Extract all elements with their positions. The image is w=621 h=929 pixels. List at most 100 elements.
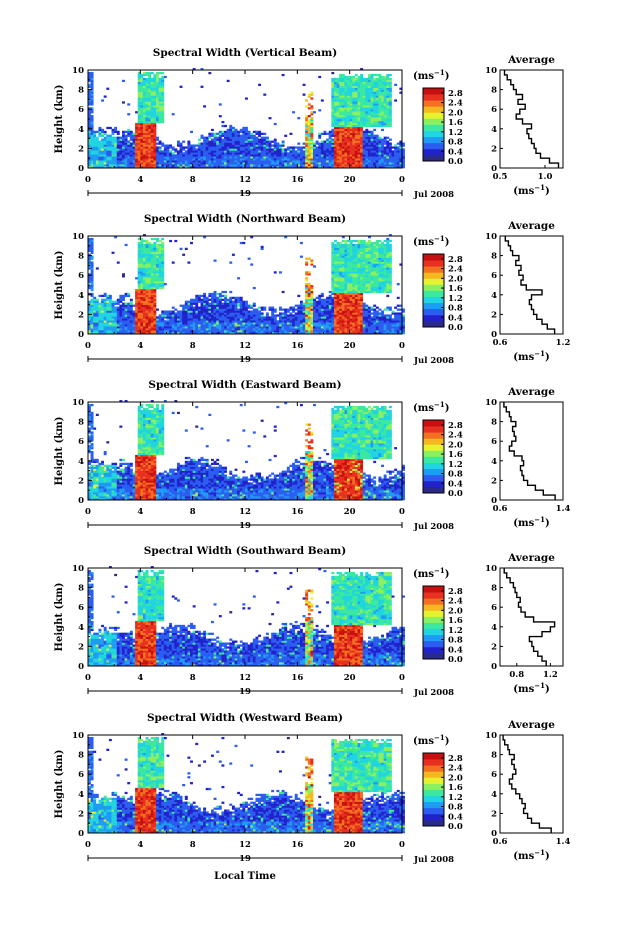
heatmap-cell <box>299 255 303 258</box>
heatmap-cell <box>145 294 149 298</box>
heatmap-cell <box>137 247 141 251</box>
heatmap-cell <box>360 128 364 132</box>
heatmap-cell <box>148 113 152 116</box>
heatmap-cell <box>307 132 311 135</box>
heatmap-cell <box>140 310 144 313</box>
heatmap-cell <box>331 166 335 169</box>
heatmap-cell <box>310 326 314 329</box>
heatmap-cell <box>326 148 330 151</box>
heatmap-cell <box>307 328 311 331</box>
heatmap-cell <box>341 95 345 98</box>
heatmap-cell <box>362 158 366 161</box>
heatmap-cell <box>263 308 267 311</box>
heatmap-cell <box>250 160 254 163</box>
heatmap-cell <box>365 166 369 169</box>
heatmap-cell <box>347 103 350 106</box>
heatmap-cell <box>305 306 309 309</box>
heatmap-cell <box>297 166 301 169</box>
heatmap-cell <box>145 144 149 147</box>
heatmap-cell <box>103 322 107 325</box>
heatmap-cell <box>234 326 238 329</box>
heatmap-cell <box>150 237 154 241</box>
heatmap-cell <box>95 156 99 159</box>
heatmap-cell <box>116 316 120 319</box>
heatmap-cell <box>370 132 374 135</box>
heatmap-cell <box>299 312 303 315</box>
heatmap-cell <box>90 158 94 161</box>
heatmap-cell <box>375 93 379 96</box>
heatmap-cell <box>150 261 154 264</box>
heatmap-cell <box>226 166 230 169</box>
heatmap-cell <box>268 117 272 120</box>
heatmap-cell <box>122 162 125 165</box>
heatmap-cell <box>88 136 91 139</box>
heatmap-cell <box>184 310 188 313</box>
heatmap-cell <box>307 134 311 137</box>
heatmap-cell <box>90 265 94 268</box>
heatmap-cell <box>226 152 230 155</box>
heatmap-cell <box>373 91 377 94</box>
heatmap-cell <box>101 310 104 313</box>
heatmap-cell <box>365 148 369 151</box>
heatmap-cell <box>258 160 261 163</box>
heatmap-cell <box>339 99 343 102</box>
heatmap-cell <box>145 277 149 280</box>
heatmap-cell <box>161 263 165 266</box>
heatmap-cell <box>357 132 361 135</box>
heatmap-cell <box>354 120 358 124</box>
heatmap-cell <box>190 308 193 311</box>
heatmap-cell <box>158 99 162 102</box>
heatmap-cell <box>140 105 144 108</box>
unit-exponent: −1 <box>434 68 445 77</box>
colorbar-swatch <box>423 154 444 162</box>
heatmap-cell <box>145 288 149 292</box>
heatmap-cell <box>375 85 379 88</box>
heatmap-cell <box>140 265 144 268</box>
heatmap-cell <box>224 146 227 149</box>
heatmap-cell <box>252 286 256 290</box>
heatmap-cell <box>326 150 330 153</box>
heatmap-cell <box>357 122 361 126</box>
heatmap-cell <box>210 158 214 161</box>
heatmap-cell <box>331 122 335 126</box>
heatmap-cell <box>383 119 387 122</box>
heatmap-cell <box>108 148 112 151</box>
heatmap-cell <box>245 162 248 165</box>
heatmap-cell <box>281 152 285 155</box>
heatmap-cell <box>357 81 361 85</box>
heatmap-cell <box>394 99 398 102</box>
heatmap-cell <box>119 332 123 335</box>
colorbar-swatch <box>423 136 444 144</box>
heatmap-cell <box>88 318 91 321</box>
heatmap-cell <box>88 93 91 96</box>
heatmap-cell <box>150 154 154 157</box>
heatmap-cell <box>281 316 285 319</box>
heatmap-cell <box>271 160 275 163</box>
heatmap-cell <box>352 142 356 145</box>
heatmap-cell <box>252 316 256 319</box>
heatmap-cell <box>129 298 133 301</box>
heatmap-cell <box>247 132 251 135</box>
heatmap-cell <box>367 144 371 147</box>
heatmap-cell <box>90 277 94 280</box>
heatmap-cell <box>190 156 193 159</box>
heatmap-cell <box>153 152 157 155</box>
heatmap-cell <box>150 107 154 110</box>
heatmap-cell <box>386 124 390 128</box>
unit-base: (ms <box>413 71 434 82</box>
heatmap-cell <box>226 300 230 303</box>
heatmap-cell <box>140 298 144 301</box>
heatmap-cell <box>354 134 358 137</box>
heatmap-cell <box>190 166 193 169</box>
heatmap-cell <box>119 308 123 311</box>
heatmap-cell <box>386 85 390 88</box>
heatmap-cell <box>124 166 128 169</box>
heatmap-cell <box>195 294 199 298</box>
heatmap-cell <box>347 83 350 86</box>
heatmap-cell <box>166 324 170 327</box>
heatmap-cell <box>297 160 301 163</box>
heatmap-cell <box>339 148 343 151</box>
heatmap-cell <box>352 111 356 114</box>
heatmap-cell <box>375 166 379 169</box>
heatmap-cell <box>224 308 227 311</box>
